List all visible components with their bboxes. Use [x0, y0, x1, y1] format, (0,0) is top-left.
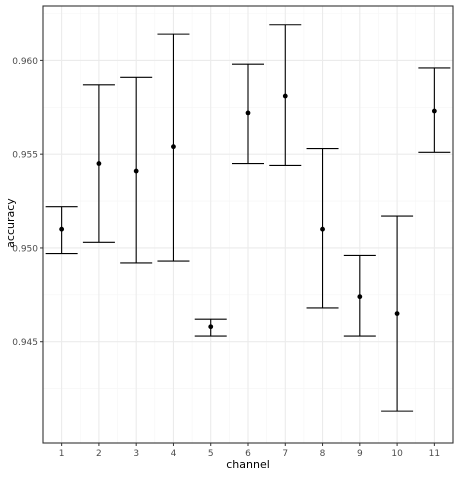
x-tick-label: 5 — [208, 449, 214, 459]
x-tick-label: 11 — [429, 449, 440, 459]
x-tick-label: 7 — [282, 449, 288, 459]
axes: 0.945 0.950 0.955 0.960 1 2 3 4 5 6 7 8 9 10 11 — [12, 57, 440, 459]
data-point — [394, 311, 400, 316]
x-tick-label: 10 — [391, 449, 403, 459]
data-point — [133, 168, 139, 174]
data-point — [431, 108, 437, 114]
y-tick-label: 0.960 — [12, 57, 38, 67]
x-tick-label: 2 — [96, 449, 102, 459]
y-tick-label: 0.955 — [12, 151, 38, 161]
x-tick-label: 9 — [357, 449, 363, 459]
data-point — [320, 226, 325, 232]
x-tick-label: 4 — [171, 449, 177, 459]
data-point — [171, 144, 176, 150]
plot-marks — [45, 24, 451, 412]
x-tick-label: 1 — [59, 449, 65, 459]
data-point — [357, 294, 363, 300]
x-tick-label: 8 — [320, 449, 326, 459]
x-axis-title: channel — [226, 458, 270, 471]
y-axis-title: accuracy — [4, 198, 17, 248]
data-point — [282, 93, 288, 99]
x-tick-label: 3 — [133, 449, 139, 459]
y-tick-label: 0.950 — [12, 244, 38, 254]
y-tick-label: 0.945 — [12, 338, 38, 348]
data-point — [96, 161, 102, 166]
data-point — [59, 226, 65, 232]
data-point — [245, 110, 251, 116]
data-point — [208, 324, 214, 330]
x-tick-label: 6 — [245, 449, 251, 459]
